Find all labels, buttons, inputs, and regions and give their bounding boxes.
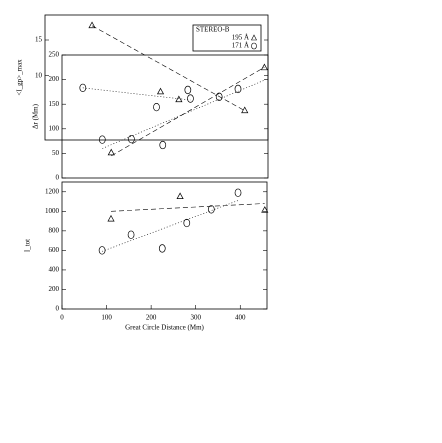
circle-marker xyxy=(79,83,87,93)
x-tick-label: 100 xyxy=(101,314,112,322)
y-tick-label: 15 xyxy=(35,36,43,44)
y-tick-label: 1000 xyxy=(45,207,60,215)
circle-marker xyxy=(234,84,242,94)
x-tick-label: 400 xyxy=(235,314,246,322)
y-tick-label: 400 xyxy=(49,266,60,274)
x-tick-label: 300 xyxy=(190,314,201,322)
triangle-marker xyxy=(260,63,269,71)
circle-marker xyxy=(215,92,223,101)
circle-marker xyxy=(98,246,106,255)
circle-marker xyxy=(98,135,106,144)
fit-line xyxy=(111,67,265,157)
triangle-marker xyxy=(107,148,115,156)
legend-label: 195 Å xyxy=(232,34,249,42)
y-tick-label: 100 xyxy=(49,124,60,132)
y-tick-label: 250 xyxy=(49,51,60,59)
circle-marker xyxy=(159,140,167,150)
triangle-marker xyxy=(241,106,249,114)
triangle-marker xyxy=(261,206,269,213)
legend-symbol xyxy=(251,34,257,41)
y-axis-label: <I_gp>_max xyxy=(16,59,24,96)
triangle-marker xyxy=(107,214,115,222)
circle-marker xyxy=(234,188,242,197)
legend-box xyxy=(192,24,262,52)
legend-symbol xyxy=(251,42,257,50)
circle-marker xyxy=(184,85,192,95)
y-tick-label: 200 xyxy=(49,285,60,293)
fit-line xyxy=(91,25,245,111)
y-tick-label: 200 xyxy=(49,75,60,83)
y-tick-label: 600 xyxy=(49,246,60,254)
circle-marker xyxy=(153,102,160,112)
y-tick-label: 0 xyxy=(56,305,60,313)
circle-marker xyxy=(127,230,135,239)
fit-line xyxy=(102,79,266,149)
circle-marker xyxy=(207,205,215,214)
y-tick-label: 10 xyxy=(35,71,43,79)
x-tick-label: 200 xyxy=(146,314,157,322)
circle-marker xyxy=(187,94,194,103)
y-tick-label: 150 xyxy=(49,100,60,108)
y-tick-label: 0 xyxy=(56,174,60,182)
triangle-marker xyxy=(175,95,183,103)
triangle-marker xyxy=(88,21,96,29)
triangle-marker xyxy=(176,192,184,200)
legend-label: 171 Å xyxy=(232,42,249,50)
y-tick-label: 50 xyxy=(52,149,60,157)
plot-frame xyxy=(61,54,269,179)
y-tick-label: 800 xyxy=(49,226,60,234)
fit-line xyxy=(82,87,191,101)
triangle-marker xyxy=(156,87,165,95)
y-tick-label: 1200 xyxy=(45,187,60,195)
legend-title: STEREO-B xyxy=(196,26,230,34)
circle-marker xyxy=(158,244,166,253)
y-axis-label: Δr (Mm) xyxy=(32,103,40,129)
circle-marker xyxy=(128,134,135,144)
x-axis-label: Great Circle Distance (Mm) xyxy=(125,324,204,332)
circle-marker xyxy=(183,218,191,228)
fit-line xyxy=(111,203,265,212)
plot-frame xyxy=(61,181,268,310)
x-tick-label: 0 xyxy=(60,314,64,322)
fit-line xyxy=(102,200,239,252)
y-axis-label: I_tot xyxy=(24,239,32,252)
